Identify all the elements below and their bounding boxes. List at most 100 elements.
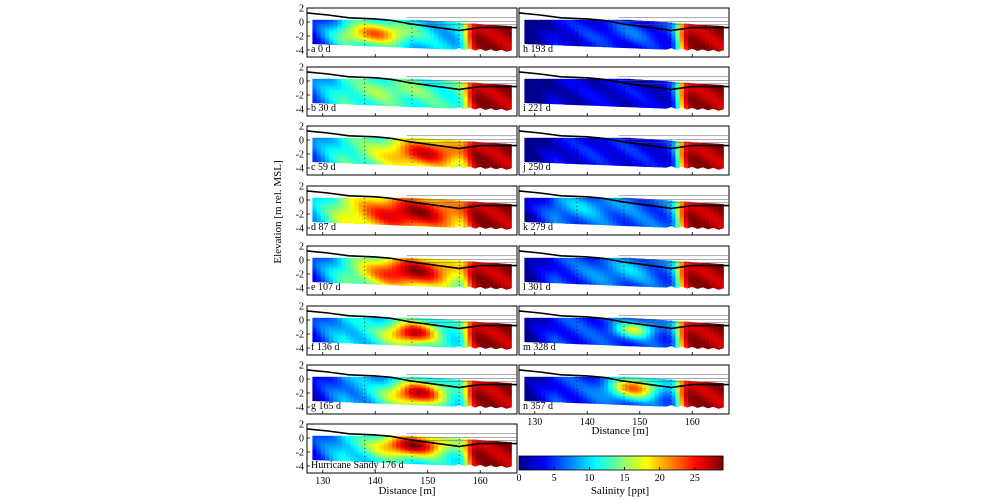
beach-profile	[518, 310, 729, 330]
y-tick-label: -4	[296, 344, 304, 355]
y-tick-label: -2	[296, 448, 304, 459]
y-axis-label: Elevation [m rel. MSL]	[272, 160, 284, 263]
panel-m: m 328 d	[518, 305, 730, 356]
panel-frame	[518, 66, 730, 117]
y-tick-label: -2	[296, 330, 304, 341]
beach-profile	[306, 369, 517, 389]
salinity-field	[524, 317, 724, 350]
salinity-field	[312, 435, 512, 468]
x-tick-label: 130	[315, 476, 330, 487]
panel-frame	[306, 7, 518, 58]
beach-profile	[306, 71, 517, 91]
colorbar-tick-label: 20	[655, 473, 665, 484]
panel-label: a 0 d	[311, 44, 330, 55]
panel-label: m 328 d	[523, 342, 556, 353]
y-tick-label: 0	[299, 434, 304, 445]
panel-frame	[306, 66, 518, 117]
x-tick-label: 150	[632, 417, 647, 428]
beach-profile	[306, 12, 517, 32]
y-tick-label: 2	[299, 361, 304, 372]
y-tick-label: -2	[296, 270, 304, 281]
x-tick-label: 160	[685, 417, 700, 428]
panel-label: d 87 d	[311, 222, 336, 233]
panel-label: g 165 d	[311, 401, 341, 412]
beach-profile	[518, 12, 729, 32]
panel-label: b 30 d	[311, 103, 336, 114]
y-tick-label: -2	[296, 210, 304, 221]
panel-k: k 279 d	[518, 185, 730, 236]
panel-label: j 250 d	[522, 162, 551, 173]
panel-frame	[518, 305, 730, 356]
panel-a: 2 0 -2 -4 a 0 d	[296, 4, 518, 58]
panel-h: h 193 d	[518, 7, 730, 58]
panel-frame	[518, 125, 730, 176]
y-tick-label: 0	[299, 136, 304, 147]
panel-frame	[518, 185, 730, 236]
panel-frame	[518, 245, 730, 296]
y-tick-label: 0	[299, 77, 304, 88]
y-tick-label: 2	[299, 302, 304, 313]
x-axis-label-left: Distance [m]	[378, 485, 435, 497]
y-tick-label: 2	[299, 63, 304, 74]
panel-label: h 193 d	[523, 44, 553, 55]
y-tick-label: -4	[296, 105, 304, 116]
panel-d: 2 0 -2 -4 d 87 d	[296, 182, 518, 236]
colorbar-tick-label: 10	[584, 473, 594, 484]
beach-profile	[306, 190, 517, 210]
y-tick-label: -4	[296, 403, 304, 414]
panel-frame	[518, 7, 730, 58]
colorbar-frame	[518, 455, 724, 471]
beach-profile	[306, 428, 517, 448]
y-tick-label: -2	[296, 91, 304, 102]
panel-f: 2 0 -2 -4 f 136 d	[296, 302, 518, 356]
panel-frame	[518, 364, 730, 415]
x-tick-label: 140	[580, 417, 595, 428]
panel-sandy: 2 0 -2 -4 130 140 150 160 Hurricane Sandy 176 d	[296, 420, 518, 487]
panel-frame	[306, 305, 518, 356]
y-tick-label: 2	[299, 4, 304, 15]
panel-i: i 221 d	[518, 66, 730, 117]
y-tick-label: -2	[296, 32, 304, 43]
panel-label: f 136 d	[311, 342, 339, 353]
beach-profile	[518, 190, 729, 210]
x-tick-label: 150	[420, 476, 435, 487]
y-tick-label: 2	[299, 420, 304, 431]
panel-label: i 221 d	[523, 103, 551, 114]
panel-label: n 357 d	[523, 401, 553, 412]
x-tick-label: 140	[368, 476, 383, 487]
panel-frame	[306, 185, 518, 236]
panel-frame	[306, 125, 518, 176]
beach-profile	[306, 310, 517, 330]
panel-frame	[306, 423, 518, 474]
panel-label: c 59 d	[311, 162, 335, 173]
colorbar-label: Salinity [ppt]	[591, 485, 649, 497]
y-tick-label: -4	[296, 164, 304, 175]
beach-profile	[518, 130, 729, 150]
y-tick-label: -4	[296, 462, 304, 473]
y-tick-label: -4	[296, 284, 304, 295]
y-tick-label: -4	[296, 224, 304, 235]
panel-frame	[306, 364, 518, 415]
panel-b: 2 0 -2 -4 b 30 d	[296, 63, 518, 117]
y-tick-label: 2	[299, 242, 304, 253]
panel-l: l 301 d	[518, 245, 730, 296]
colorbar: 0 5 10 15 20 25	[517, 455, 724, 484]
panel-c: 2 0 -2 -4 c 59 d	[296, 122, 518, 176]
beach-profile	[306, 250, 517, 270]
y-tick-label: 0	[299, 316, 304, 327]
beach-profile	[518, 250, 729, 270]
panel-label: l 301 d	[523, 282, 551, 293]
x-axis-label-right: Distance [m]	[591, 425, 648, 437]
y-tick-label: 0	[299, 18, 304, 29]
y-tick-label: 0	[299, 375, 304, 386]
y-tick-label: 0	[299, 196, 304, 207]
y-tick-label: -4	[296, 46, 304, 57]
y-tick-label: -2	[296, 150, 304, 161]
y-tick-label: -2	[296, 389, 304, 400]
panel-e: 2 0 -2 -4 e 107 d	[296, 242, 518, 296]
colorbar-tick-label: 15	[620, 473, 630, 484]
panel-label: k 279 d	[523, 222, 553, 233]
panel-label: e 107 d	[311, 282, 340, 293]
